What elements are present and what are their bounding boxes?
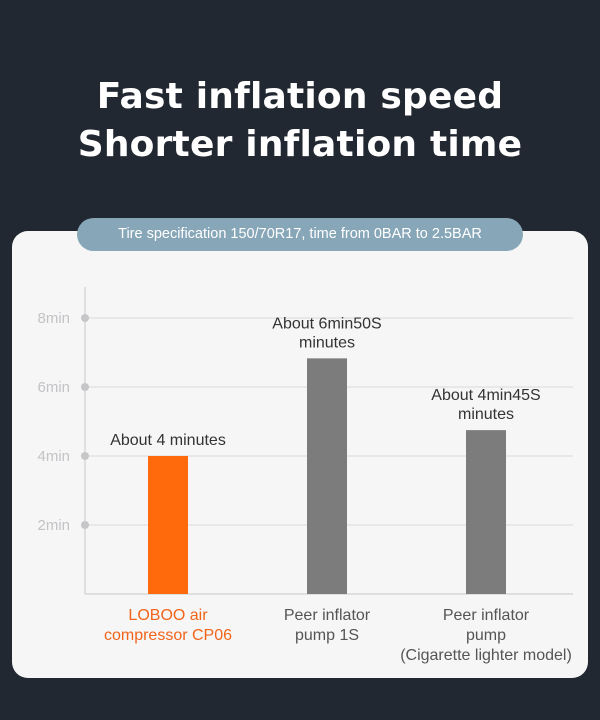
category-label: pump [466,627,506,644]
category-label: pump 1S [295,627,359,644]
category-label: (Cigarette lighter model) [400,647,572,664]
axis-layer: 2min 4min 6min 8min [37,287,573,595]
y-tick-label: 6min [37,379,70,396]
category-label: LOBOO air [128,607,208,624]
bar-layer [148,358,506,594]
bar [148,456,188,594]
bar [307,358,347,594]
data-label: About 4 minutes [110,432,226,449]
y-tick-label: 4min [37,448,70,465]
label-layer: About 4 minutes LOBOO air compressor CP06 A… [104,315,572,664]
y-tick-label: 8min [37,310,70,327]
data-label: About 4min45S [431,387,540,404]
category-label: Peer inflator [443,607,530,624]
category-label: compressor CP06 [104,627,232,644]
data-label: minutes [458,406,514,423]
data-label: minutes [299,334,355,351]
headline-line-2: Shorter inflation time [77,124,523,165]
y-tick-label: 2min [37,517,70,534]
category-label: Peer inflator [284,607,371,624]
headline-line-1: Fast inflation speed [96,76,504,117]
data-label: About 6min50S [272,315,381,332]
bar [466,430,506,594]
tire-spec-pill: Tire specification 150/70R17, time from … [77,218,523,251]
